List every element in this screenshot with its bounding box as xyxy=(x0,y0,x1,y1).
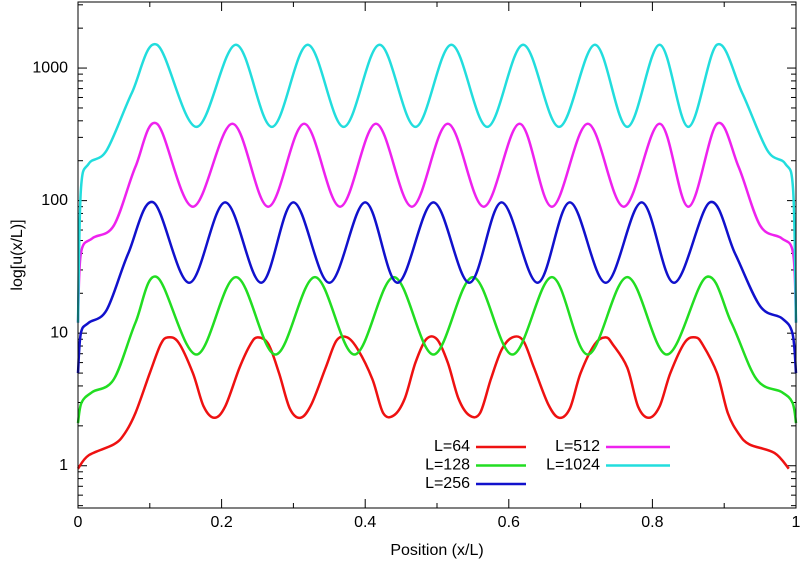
data-line xyxy=(76,200,798,374)
legend-label: L=64 xyxy=(434,438,470,455)
y-tick-label: 1000 xyxy=(32,59,68,76)
x-tick-label: 0.6 xyxy=(498,514,520,531)
y-tick-label: 10 xyxy=(50,324,68,341)
legend-label: L=128 xyxy=(425,457,470,474)
data-line xyxy=(76,43,798,323)
y-tick-label: 100 xyxy=(41,192,68,209)
x-tick-label: 1 xyxy=(792,514,801,531)
legend-label: L=256 xyxy=(425,475,470,492)
x-tick-label: 0 xyxy=(74,514,83,531)
data-line xyxy=(76,121,798,323)
x-tick-label: 0.8 xyxy=(641,514,663,531)
legend-label: L=1024 xyxy=(546,457,600,474)
plot-frame xyxy=(77,1,797,509)
x-axis-label: Position (x/L) xyxy=(390,542,483,559)
legend-label: L=512 xyxy=(555,438,600,455)
x-tick-label: 0.2 xyxy=(210,514,232,531)
x-tick-label: 0.4 xyxy=(354,514,376,531)
y-tick-label: 1 xyxy=(59,457,68,474)
data-line xyxy=(76,275,798,424)
y-axis-label: log[u(x/L)] xyxy=(9,219,26,290)
data-line xyxy=(76,335,790,470)
